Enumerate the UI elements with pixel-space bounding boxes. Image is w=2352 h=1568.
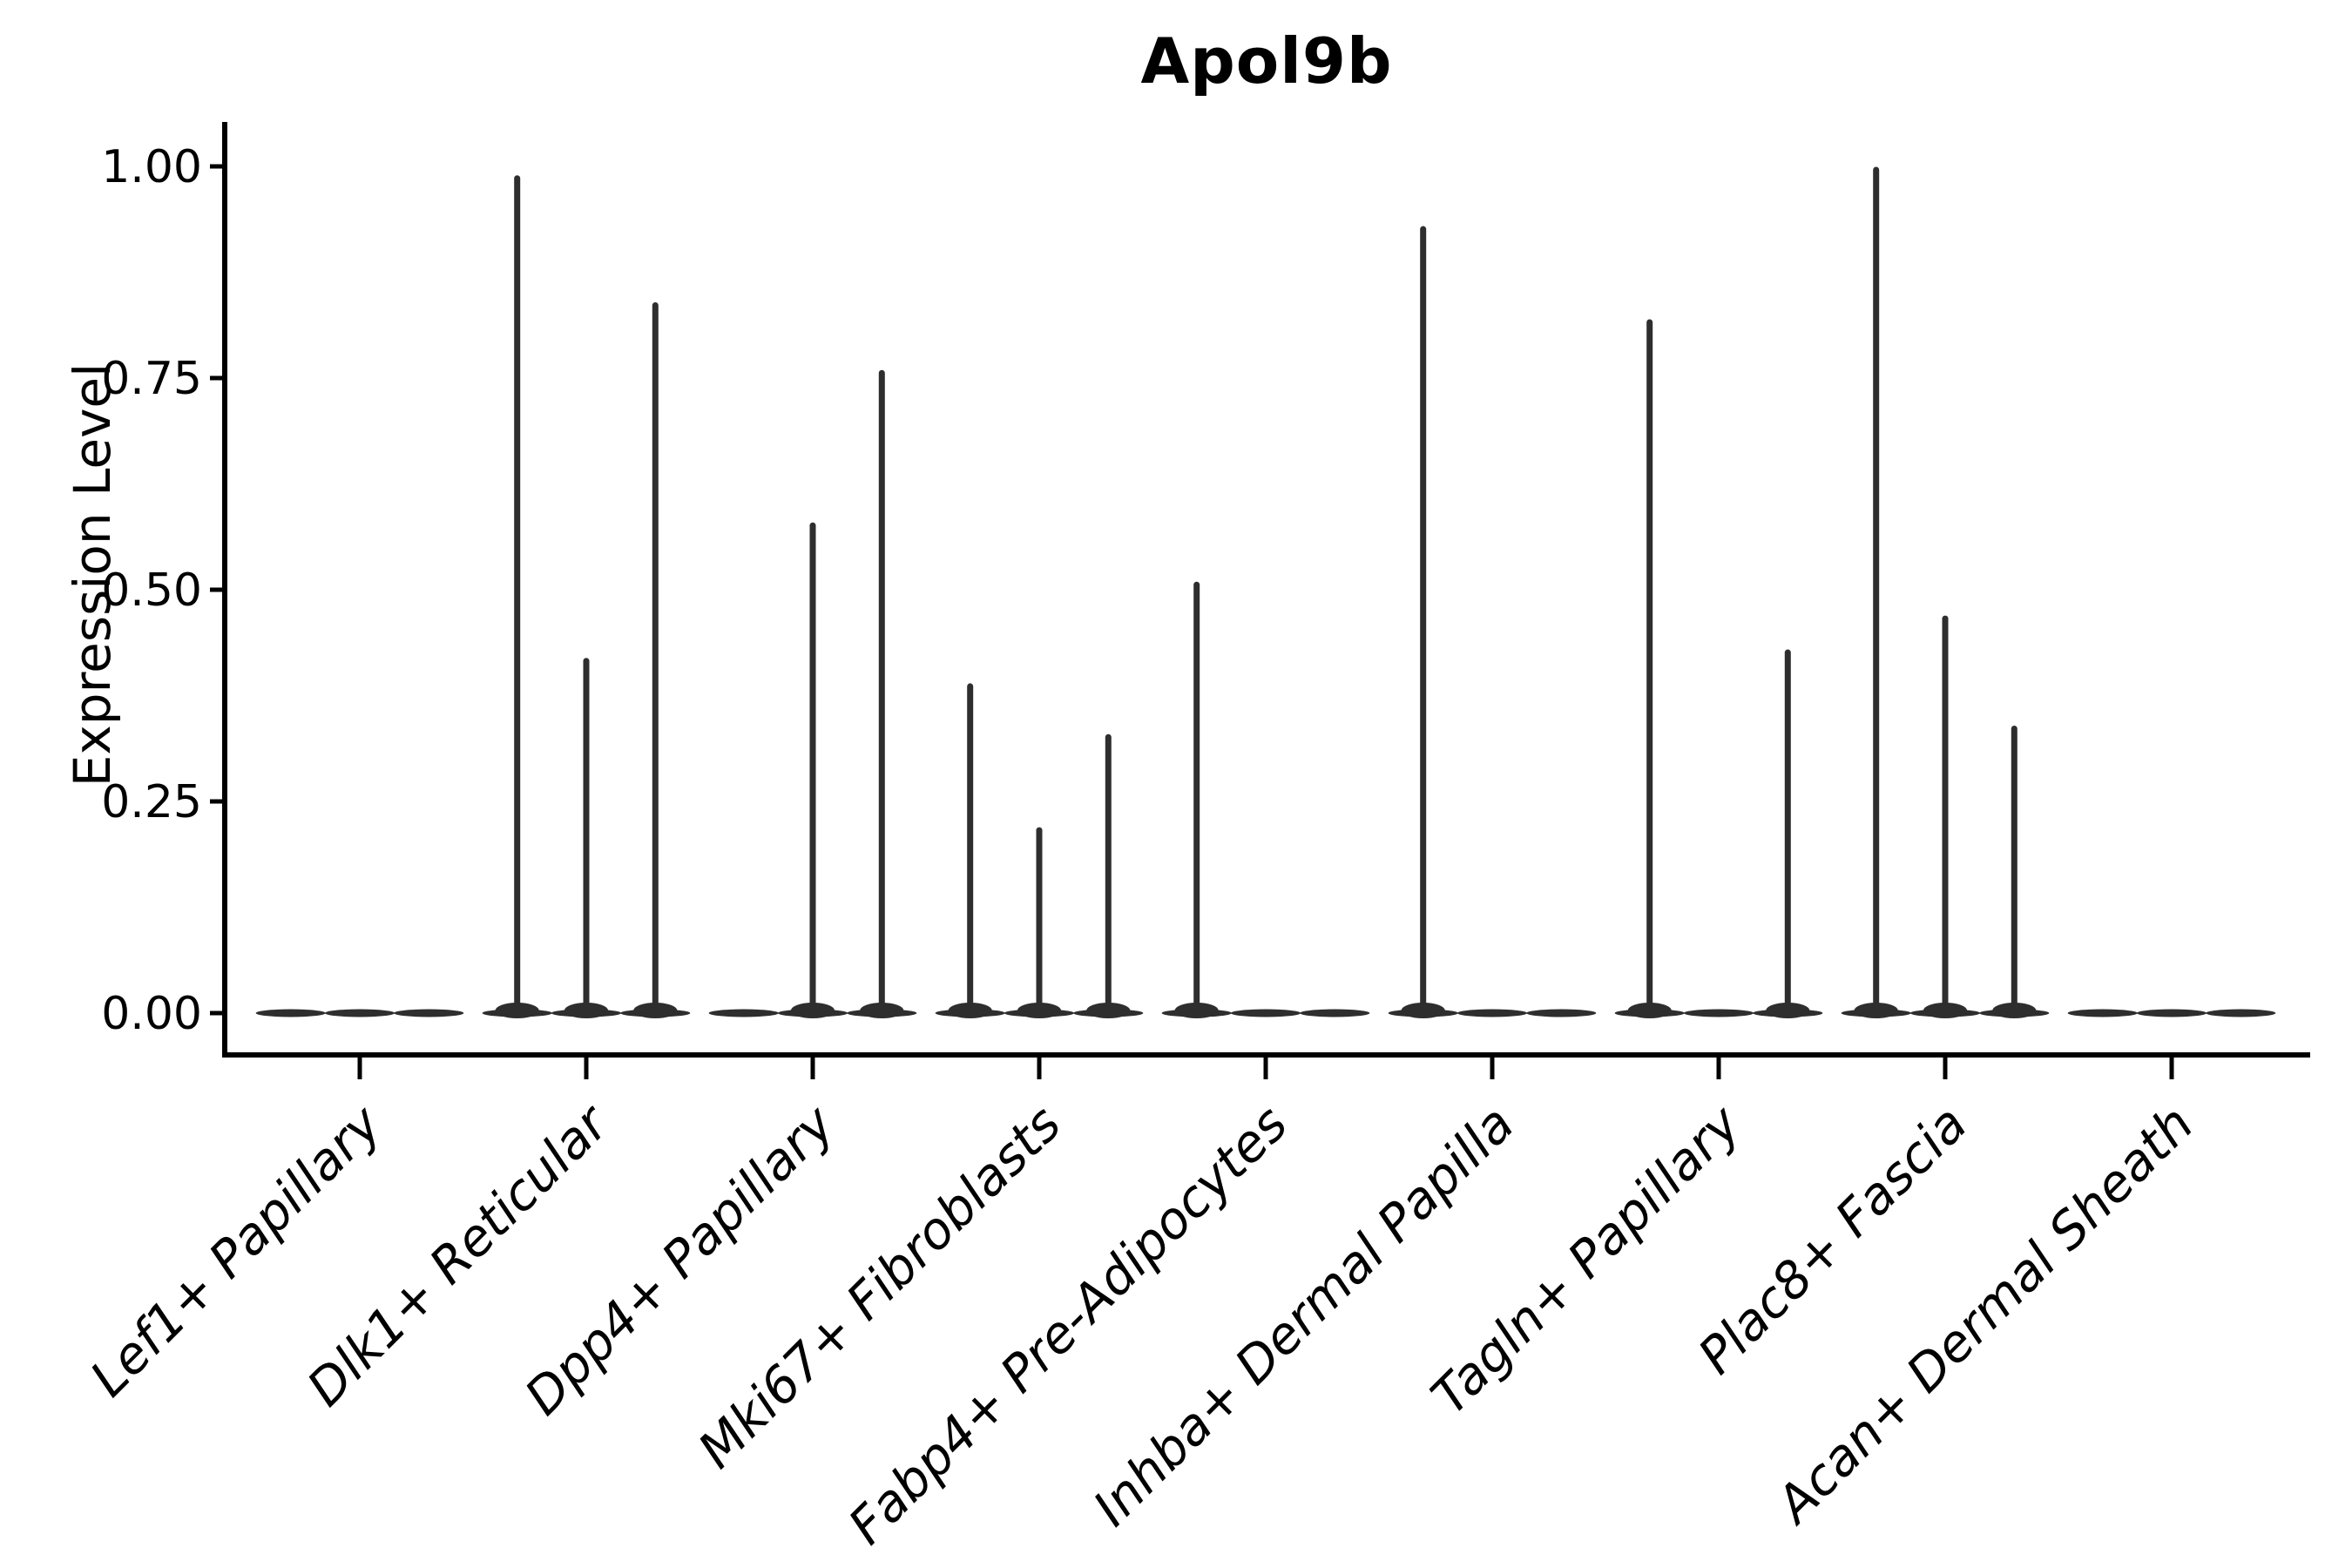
violin-body	[708, 1009, 779, 1017]
violin-body	[1684, 1009, 1754, 1017]
violin-body	[1526, 1009, 1597, 1017]
violin-body	[1457, 1009, 1527, 1017]
y-tick-label: 0.50	[101, 564, 202, 617]
violin-body	[1300, 1009, 1370, 1017]
y-tick-label: 0.25	[101, 776, 202, 828]
violin-body	[255, 1009, 326, 1017]
x-tick-label: Inhba+ Dermal Papilla	[1082, 1094, 1525, 1538]
violin-body	[1231, 1009, 1301, 1017]
x-tick-label: Mki67+ Fibroblasts	[686, 1094, 1072, 1480]
x-tick-label: Fabp4+ Pre-Adipocytes	[837, 1094, 1299, 1556]
y-tick-label: 0.00	[101, 988, 202, 1040]
plot-title: Apol9b	[1140, 24, 1393, 98]
violin-body	[2206, 1009, 2276, 1017]
violin-body	[2137, 1009, 2207, 1017]
violin-body	[2067, 1009, 2138, 1017]
violin-body	[394, 1009, 464, 1017]
violin-body	[325, 1009, 395, 1017]
y-tick-label: 0.75	[101, 353, 202, 405]
y-tick-label: 1.00	[101, 141, 202, 193]
x-tick-label: Acan+ Dermal Sheath	[1762, 1094, 2205, 1537]
